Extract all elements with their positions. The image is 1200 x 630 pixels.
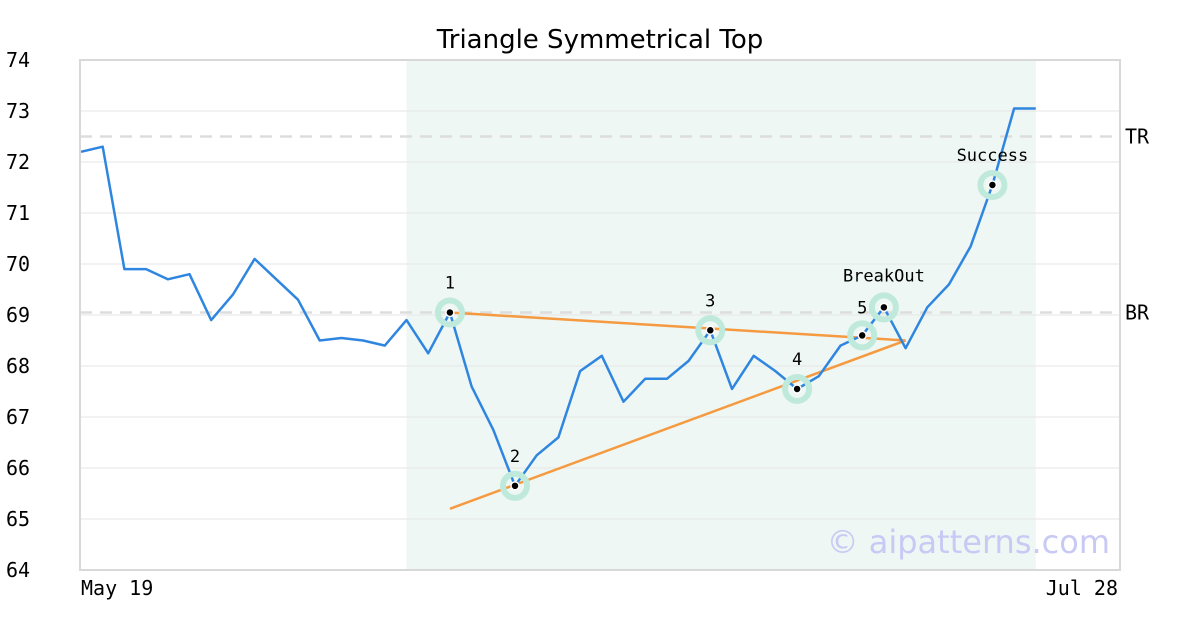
marker-halo [782,373,813,404]
y-tick-label: 68 [6,354,30,378]
y-tick-label: 67 [6,405,30,429]
y-tick-label: 69 [6,303,30,327]
chart-title: Triangle Symmetrical Top [436,25,764,55]
y-axis: 64 65 66 67 68 69 70 71 72 73 74 [6,48,30,582]
y-tick-label: 74 [6,48,30,72]
marker-halo [500,470,530,501]
marker-point [879,302,889,313]
marker-point [510,481,520,491]
y-tick-label: 70 [6,252,30,276]
marker-halo [847,320,878,351]
marker-halo [868,292,899,323]
levels: TR BR [80,125,1150,324]
marker-label: 1 [445,273,455,293]
y-tick-label: 73 [6,99,30,123]
y-tick-label: 65 [6,507,30,531]
marker-halo [434,297,465,328]
marker-label: 3 [705,291,715,311]
level-label-br: BR [1125,300,1150,324]
marker-label: BreakOut [843,266,925,286]
marker-label: 5 [857,298,867,318]
marker-point [857,330,867,341]
pattern-markers: 1 2 3 4 5 BreakOut Success [434,146,1029,501]
marker-halo [695,315,726,346]
x-end-label: Jul 28 [1046,576,1118,600]
trendline [449,311,906,342]
level-label-tr: TR [1125,125,1150,149]
marker-point [792,384,802,394]
marker-halo [977,169,1008,200]
marker-point [987,180,998,190]
x-start-label: May 19 [81,576,153,600]
marker-label: 2 [510,447,520,467]
marker-label: Success [957,146,1029,166]
marker-point [445,307,455,318]
y-tick-label: 71 [6,201,30,225]
watermark: © aipatterns.com [827,523,1110,561]
marker-point [705,325,716,336]
plot-frame [79,59,1121,571]
marker-label: 4 [792,350,802,370]
y-tick-label: 64 [6,558,30,582]
y-tick-label: 72 [6,150,30,174]
y-tick-label: 66 [6,456,30,480]
